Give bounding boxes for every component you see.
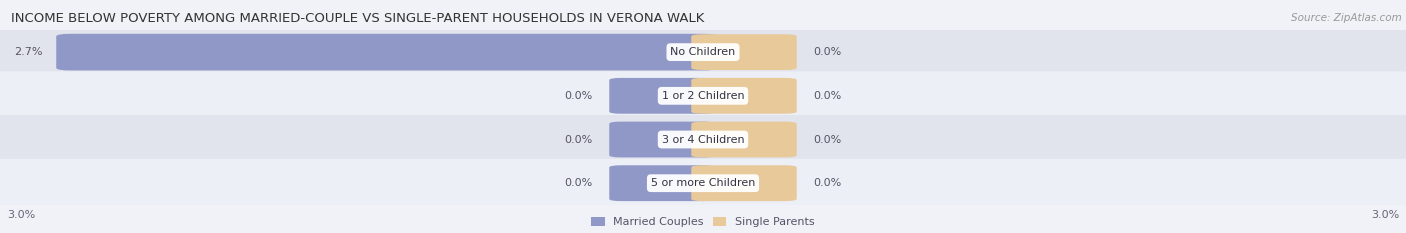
Text: 1 or 2 Children: 1 or 2 Children xyxy=(662,91,744,101)
FancyBboxPatch shape xyxy=(0,115,1406,164)
FancyBboxPatch shape xyxy=(609,122,714,158)
FancyBboxPatch shape xyxy=(0,28,1406,77)
FancyBboxPatch shape xyxy=(56,34,717,71)
FancyBboxPatch shape xyxy=(692,78,797,114)
Text: 0.0%: 0.0% xyxy=(565,91,593,101)
Legend: Married Couples, Single Parents: Married Couples, Single Parents xyxy=(586,212,820,231)
Text: 5 or more Children: 5 or more Children xyxy=(651,178,755,188)
FancyBboxPatch shape xyxy=(692,165,797,201)
Text: 3 or 4 Children: 3 or 4 Children xyxy=(662,134,744,144)
FancyBboxPatch shape xyxy=(692,34,797,70)
Text: 0.0%: 0.0% xyxy=(565,134,593,144)
Text: 0.0%: 0.0% xyxy=(813,134,841,144)
Text: 3.0%: 3.0% xyxy=(7,210,35,220)
Text: 0.0%: 0.0% xyxy=(565,178,593,188)
FancyBboxPatch shape xyxy=(609,165,714,201)
FancyBboxPatch shape xyxy=(609,78,714,114)
Text: 2.7%: 2.7% xyxy=(14,47,42,57)
Text: 0.0%: 0.0% xyxy=(813,91,841,101)
Text: 0.0%: 0.0% xyxy=(813,47,841,57)
FancyBboxPatch shape xyxy=(0,71,1406,120)
Text: No Children: No Children xyxy=(671,47,735,57)
Text: 0.0%: 0.0% xyxy=(813,178,841,188)
FancyBboxPatch shape xyxy=(692,122,797,158)
FancyBboxPatch shape xyxy=(0,159,1406,208)
Text: Source: ZipAtlas.com: Source: ZipAtlas.com xyxy=(1291,13,1402,23)
Text: INCOME BELOW POVERTY AMONG MARRIED-COUPLE VS SINGLE-PARENT HOUSEHOLDS IN VERONA : INCOME BELOW POVERTY AMONG MARRIED-COUPL… xyxy=(11,12,704,25)
Text: 3.0%: 3.0% xyxy=(1371,210,1399,220)
